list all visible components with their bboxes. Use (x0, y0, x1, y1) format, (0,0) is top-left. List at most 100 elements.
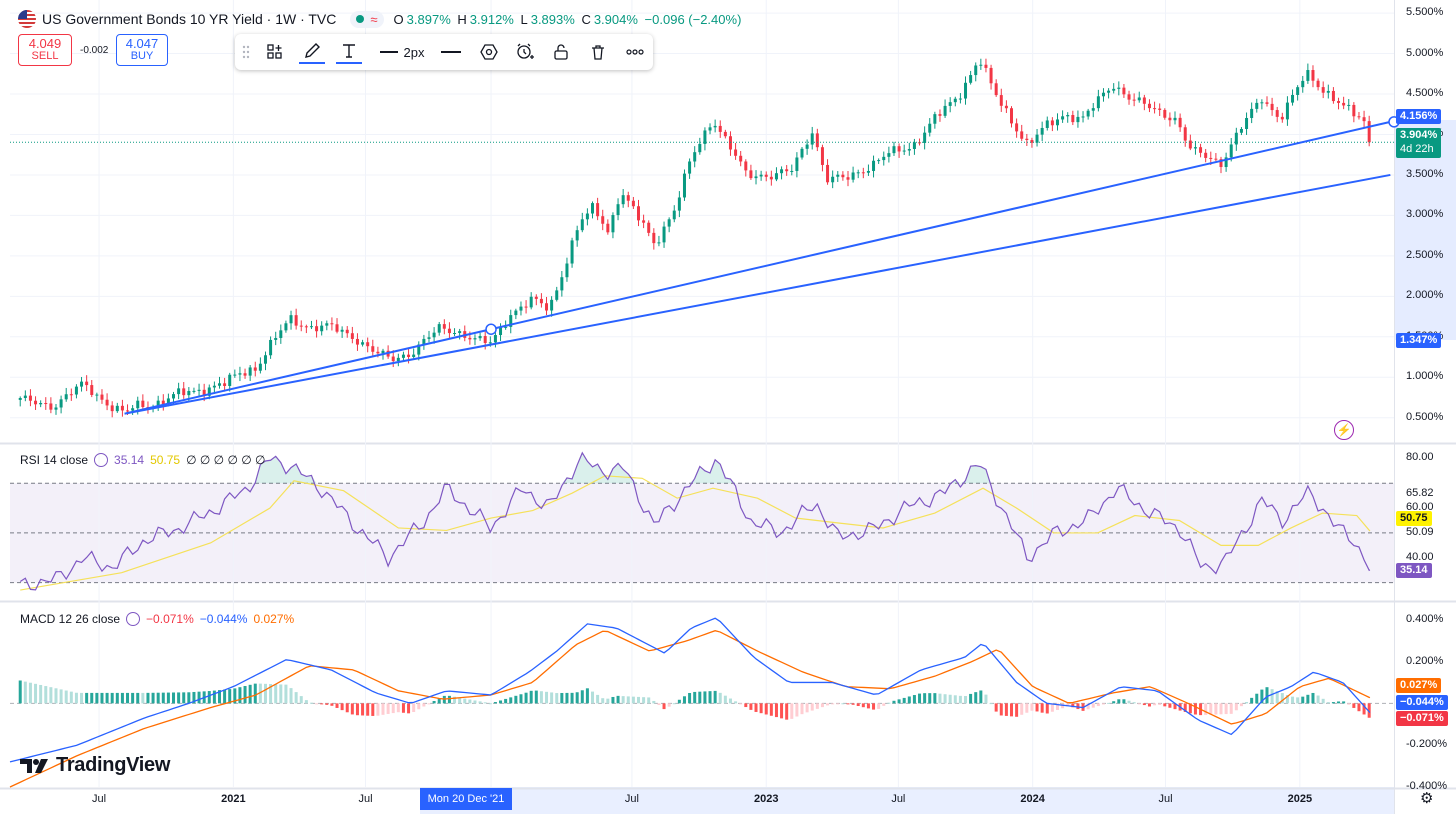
chart-header: US Government Bonds 10 YR Yield · 1W · T… (18, 9, 744, 29)
signal-line (9, 630, 1371, 788)
histogram-bar (463, 698, 467, 704)
candle (263, 355, 267, 364)
histogram-bar (166, 692, 170, 704)
pencil-icon[interactable] (299, 40, 325, 64)
candle (1168, 117, 1172, 121)
histogram-bar (473, 700, 477, 704)
candle (355, 338, 359, 345)
candle (1066, 115, 1070, 117)
candle (672, 210, 676, 220)
histogram-bar (836, 703, 840, 705)
candle (790, 170, 794, 172)
candle (284, 323, 288, 331)
histogram-bar (596, 694, 600, 704)
histogram-bar (953, 695, 957, 704)
rsi-legend[interactable]: RSI 14 close 35.14 50.75 ∅ ∅ ∅ ∅ ∅ ∅ (20, 453, 266, 467)
histogram-bar (325, 703, 329, 705)
more-icon[interactable] (623, 40, 647, 64)
histogram-bar (902, 697, 906, 704)
sell-button[interactable]: 4.049 SELL (18, 34, 72, 66)
histogram-bar (238, 687, 242, 704)
hexagon-icon[interactable] (477, 40, 501, 64)
histogram-bar (355, 703, 359, 716)
buy-button[interactable]: 4.047 BUY (116, 34, 168, 66)
macd-legend[interactable]: MACD 12 26 close −0.071% −0.044% 0.027% (20, 612, 294, 626)
candle (882, 156, 886, 161)
text-icon[interactable] (336, 40, 362, 64)
line-width-selector[interactable]: 2px (375, 40, 429, 64)
line-style-icon[interactable] (439, 40, 463, 64)
lock-icon[interactable] (549, 40, 573, 64)
candle (1362, 117, 1366, 122)
delay-wave-icon: ≈ (370, 11, 378, 27)
indicator-settings-icon[interactable] (94, 453, 109, 467)
time-tick-label: Jul (358, 793, 373, 805)
candle (591, 203, 595, 214)
candle (166, 398, 170, 405)
histogram-bar (969, 693, 973, 704)
histogram-bar (1214, 703, 1218, 715)
histogram-bar (688, 692, 692, 704)
histogram-bar (1112, 701, 1116, 704)
histogram-bar (258, 683, 262, 704)
lightning-icon[interactable]: ⚡ (1334, 420, 1354, 440)
candle (877, 160, 881, 162)
histogram-bar (1183, 703, 1187, 712)
candle (233, 374, 237, 376)
candle (831, 176, 835, 183)
histogram-bar (713, 690, 717, 704)
drag-handle-icon[interactable] (239, 40, 253, 64)
histogram-bar (744, 703, 748, 708)
candle (749, 170, 753, 179)
candle (1091, 108, 1095, 111)
histogram-bar (458, 697, 462, 704)
histogram-bar (866, 703, 870, 709)
candle (34, 400, 38, 405)
candle (217, 383, 221, 386)
histogram-bar (1260, 689, 1264, 704)
histogram-bar (64, 690, 68, 704)
candle (1306, 70, 1310, 81)
rsi-legend-title: RSI 14 close (20, 453, 89, 467)
histogram-bar (197, 691, 201, 704)
histogram-bar (591, 691, 595, 704)
histogram-bar (565, 692, 569, 704)
histogram-bar (754, 703, 758, 712)
histogram-bar (529, 690, 533, 704)
candle (723, 131, 727, 137)
candle (1229, 144, 1233, 158)
histogram-bar (739, 703, 743, 705)
histogram-bar (1050, 703, 1054, 712)
trash-icon[interactable] (586, 40, 610, 64)
candle (1137, 97, 1141, 101)
candle (851, 172, 855, 180)
price-tick-label: 5.000% (1406, 46, 1444, 59)
indicator-settings-icon[interactable] (126, 612, 141, 626)
candle (1260, 102, 1264, 104)
histogram-bar (1066, 703, 1070, 707)
histogram-bar (723, 695, 727, 704)
symbol-title[interactable]: US Government Bonds 10 YR Yield · 1W · T… (42, 11, 337, 27)
histogram-bar (294, 692, 298, 704)
signal-axis-label: 0.027% (1396, 678, 1442, 693)
alarm-add-icon[interactable] (513, 40, 537, 64)
time-tick-label: Jul (92, 793, 107, 805)
histogram-bar (478, 701, 482, 704)
candle (483, 336, 487, 344)
candle (887, 153, 891, 157)
hist-axis-label: −0.071% (1396, 711, 1448, 726)
histogram-bar (284, 684, 288, 704)
candle (1153, 108, 1157, 110)
candle (1158, 108, 1162, 110)
template-icon[interactable] (263, 40, 287, 64)
histogram-bar (606, 698, 610, 704)
gear-icon[interactable]: ⚙ (1420, 790, 1434, 807)
histogram-bar (217, 690, 221, 704)
candle (1020, 131, 1024, 139)
histogram-bar (964, 696, 968, 704)
histogram-bar (1035, 703, 1039, 712)
histogram-bar (120, 692, 124, 704)
candle (1193, 147, 1197, 149)
market-status-badge[interactable]: ≈ (350, 10, 384, 28)
